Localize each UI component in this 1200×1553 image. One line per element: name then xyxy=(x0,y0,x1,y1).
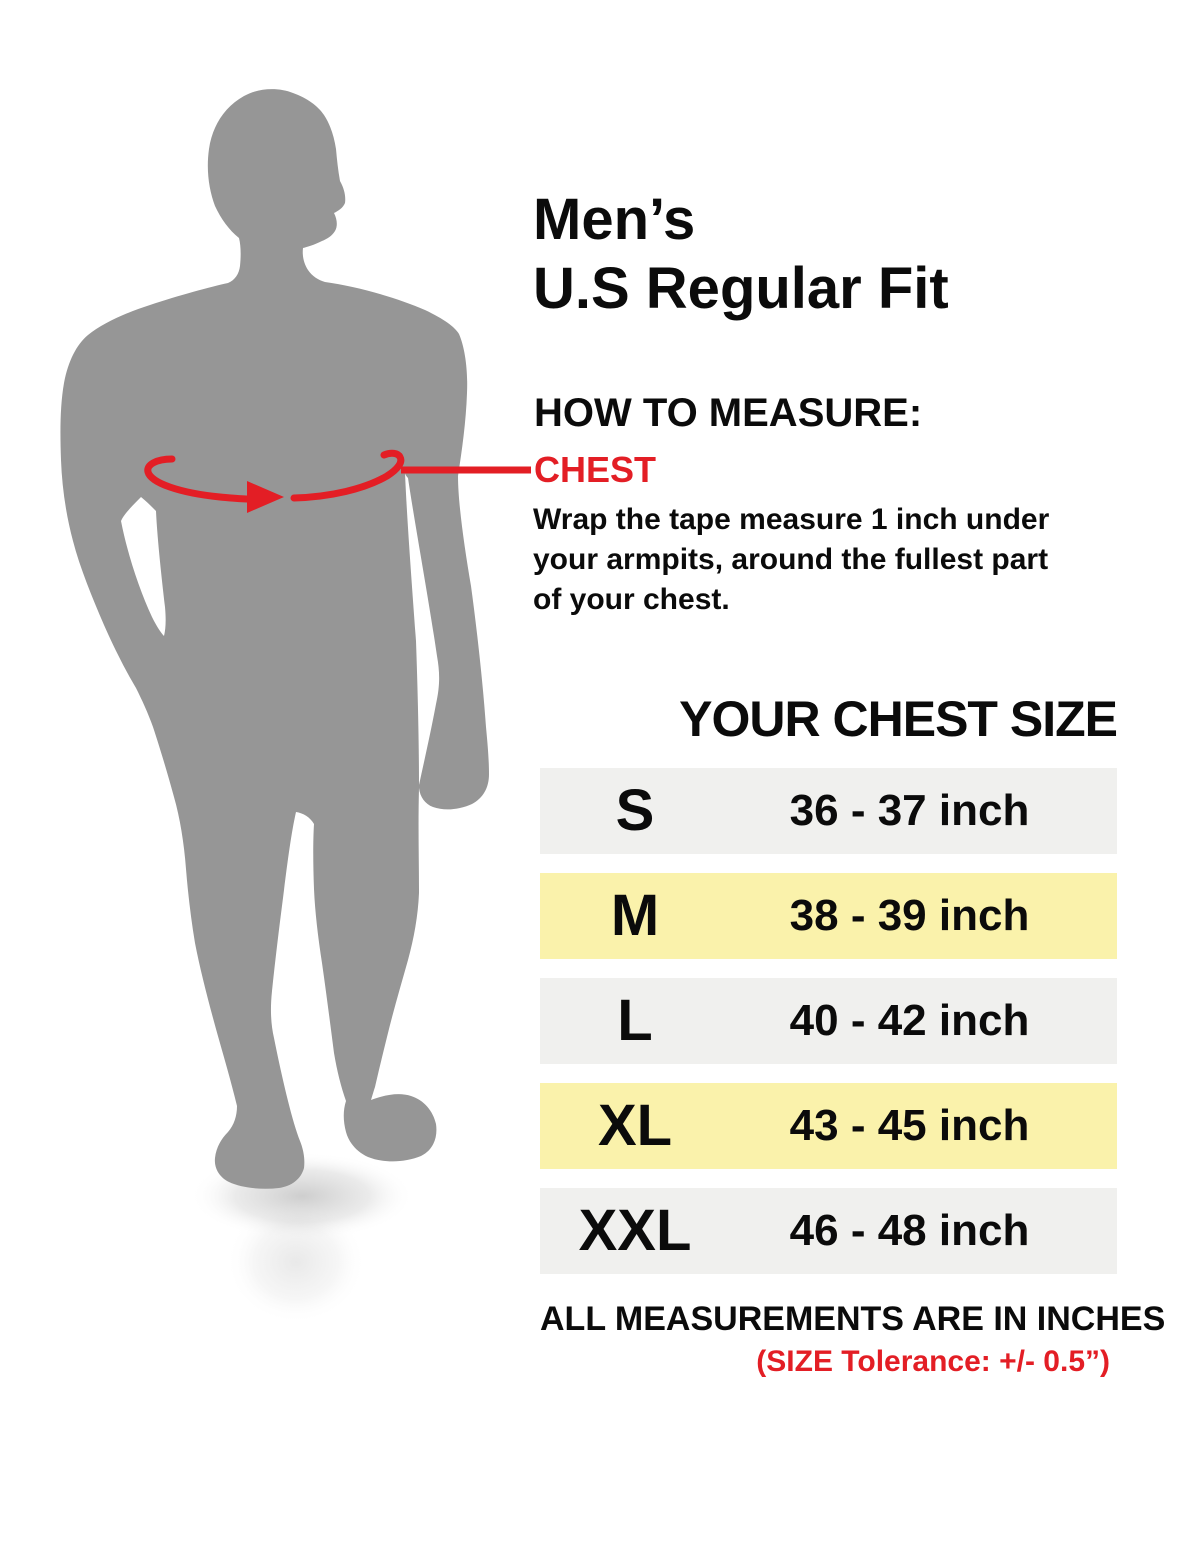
man-silhouette xyxy=(60,89,489,1189)
tape-measure-arrowhead xyxy=(247,481,284,513)
size-tolerance-note: (SIZE Tolerance: +/- 0.5”) xyxy=(756,1345,1110,1378)
arm-gap-right xyxy=(405,473,440,785)
size-label: M xyxy=(610,883,660,948)
instruction-line: Wrap the tape measure 1 inch under xyxy=(533,503,1050,536)
chest-range: 46 - 48 inch xyxy=(789,1206,1030,1255)
page-title-line2: U.S Regular Fit xyxy=(533,256,949,321)
size-label: L xyxy=(617,988,653,1053)
arm-gap-left xyxy=(121,497,166,636)
page-title: Men’s U.S Regular Fit xyxy=(533,185,949,323)
size-label: XL xyxy=(597,1093,673,1158)
chest-range: 36 - 37 inch xyxy=(789,786,1030,835)
tape-measure-arc-right xyxy=(290,449,405,502)
feet-shadow-reflection xyxy=(226,1200,366,1324)
table-row: XXL 46 - 48 inch xyxy=(540,1188,1117,1274)
chest-measure-label: CHEST xyxy=(534,449,657,490)
how-to-measure-heading: HOW TO MEASURE: xyxy=(534,391,923,435)
table-row: XL 43 - 45 inch xyxy=(540,1083,1117,1169)
size-label: S xyxy=(615,778,655,843)
size-chart-header: YOUR CHEST SIZE xyxy=(679,691,1118,747)
table-row: L 40 - 42 inch xyxy=(540,978,1117,1064)
size-chart-table: S 36 - 37 inch M 38 - 39 inch L 40 - 42 … xyxy=(540,768,1117,1293)
instruction-line: your armpits, around the fullest part xyxy=(533,543,1049,576)
instruction-line: of your chest. xyxy=(533,583,730,616)
tape-measure-arc-left xyxy=(144,455,252,503)
page-title-line1: Men’s xyxy=(533,187,696,252)
measure-instructions: Wrap the tape measure 1 inch under your … xyxy=(533,500,1049,620)
table-row: S 36 - 37 inch xyxy=(540,768,1117,854)
chest-range: 43 - 45 inch xyxy=(789,1101,1030,1150)
footer: ALL MEASUREMENTS ARE IN INCHES (SIZE Tol… xyxy=(540,1299,1166,1381)
table-row: M 38 - 39 inch xyxy=(540,873,1117,959)
chest-range: 40 - 42 inch xyxy=(789,996,1030,1045)
chest-range: 38 - 39 inch xyxy=(789,891,1030,940)
size-label: XXL xyxy=(578,1198,692,1263)
measurements-note: ALL MEASUREMENTS ARE IN INCHES xyxy=(540,1300,1166,1338)
